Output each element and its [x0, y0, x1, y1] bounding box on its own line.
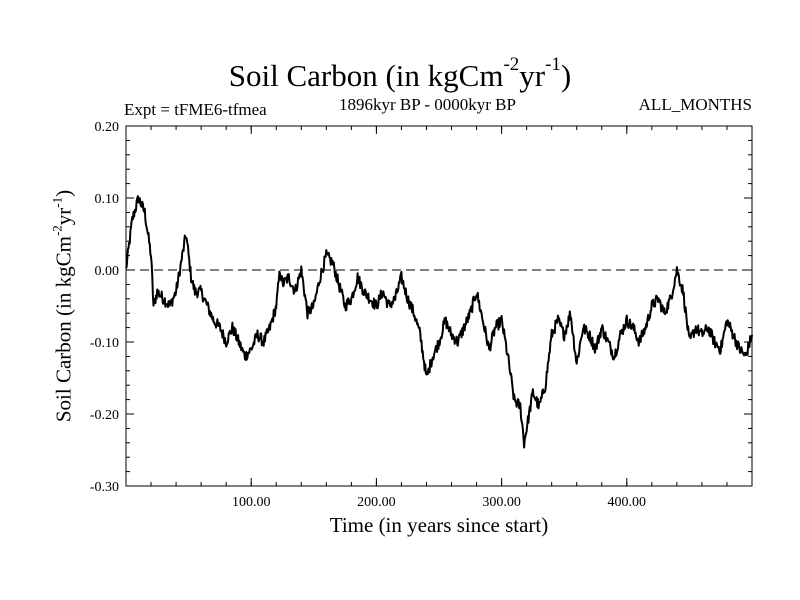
plot-frame	[125, 125, 753, 487]
y-tick-label: -0.20	[90, 408, 119, 423]
y-tick-label: -0.30	[90, 480, 119, 495]
y-tick-label: 0.00	[95, 264, 120, 279]
tick-labels-group: -0.30 -0.20 -0.10 0.00 0.10 0.20 100.00 200.00 3…	[90, 120, 646, 510]
ticks-group	[125, 125, 753, 487]
months-label: ALL_MONTHS	[638, 95, 752, 114]
experiment-label: Expt = tFME6-tfmea	[124, 100, 267, 119]
x-tick-label: 200.00	[357, 495, 396, 510]
chart-title: Soil Carbon (in kgCm-2yr-1)	[228, 54, 572, 93]
y-tick-label: -0.10	[90, 336, 119, 351]
period-label: 1896kyr BP - 0000kyr BP	[339, 95, 516, 114]
series-line-soil-carbon	[125, 195, 753, 449]
x-tick-label: 100.00	[232, 495, 271, 510]
x-tick-label: 400.00	[608, 495, 647, 510]
y-tick-label: 0.20	[95, 120, 120, 135]
x-tick-label: 300.00	[482, 495, 521, 510]
x-axis-label: Time (in years since start)	[329, 513, 549, 537]
y-tick-label: 0.10	[95, 192, 120, 207]
